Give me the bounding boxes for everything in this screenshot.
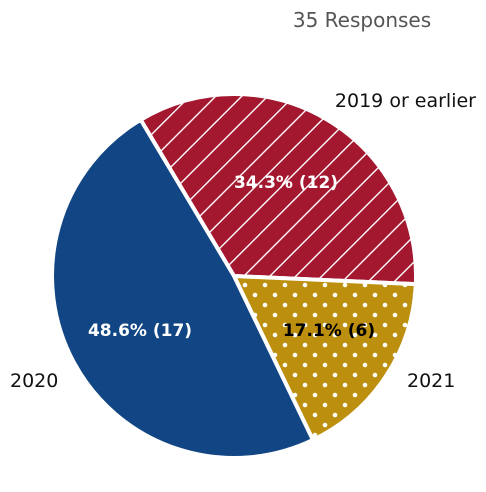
pie-slice-2019-or-earlier: [138, 92, 418, 287]
category-labels: 2019 or earlier 2021 2020: [10, 90, 476, 392]
value-labels: 34.3% (12) 17.1% (6) 48.6% (17): [88, 173, 375, 341]
value-label: 17.1% (6): [283, 321, 375, 341]
category-label: 2020: [10, 370, 58, 392]
value-label: 34.3% (12): [234, 173, 338, 193]
pie-slice-2020: [50, 117, 315, 460]
category-label: 2021: [407, 370, 455, 392]
pie-slice-2021: [232, 274, 418, 442]
value-label: 48.6% (17): [88, 321, 192, 341]
pie-slices: [50, 92, 418, 460]
chart-subtitle: 35 Responses: [293, 8, 431, 32]
category-label: 2019 or earlier: [335, 90, 476, 112]
